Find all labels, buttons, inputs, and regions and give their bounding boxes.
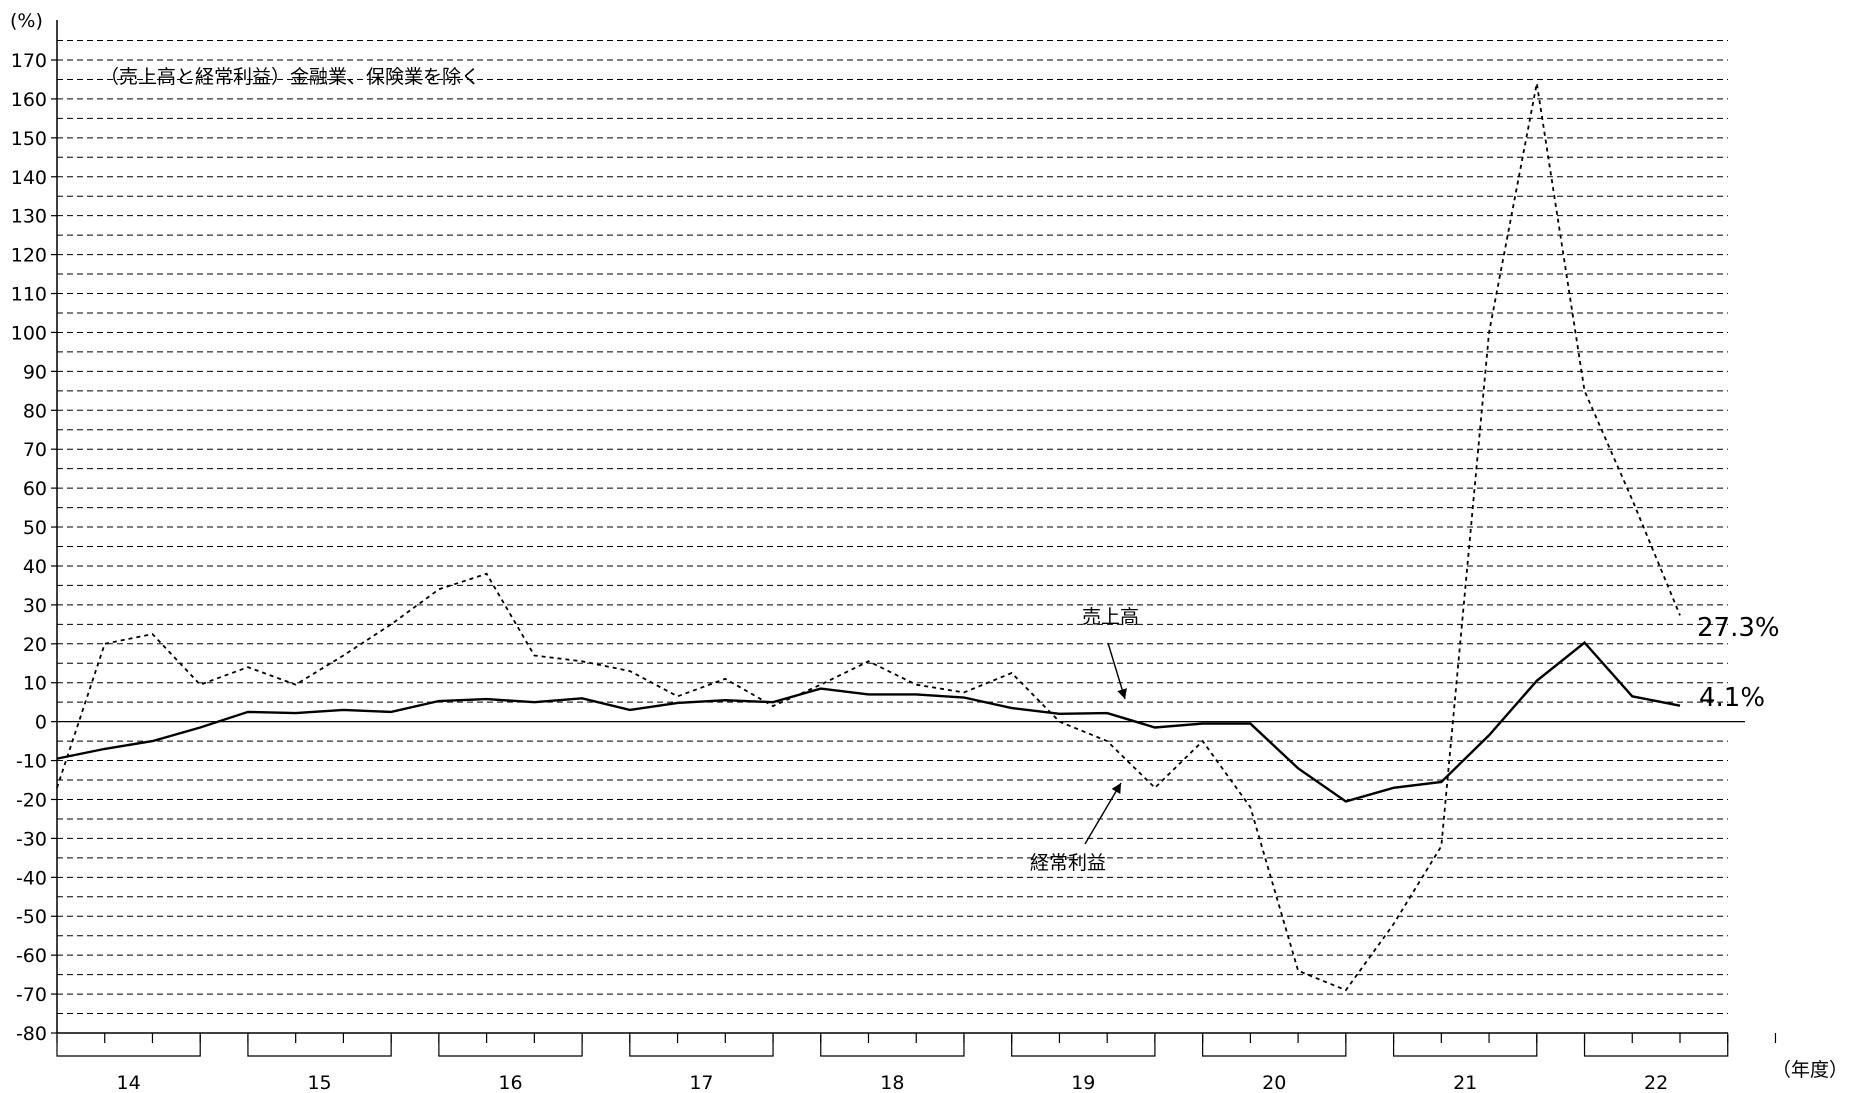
x-tick-label: 18 [880, 1072, 904, 1093]
x-tick-label: 20 [1262, 1072, 1286, 1093]
series-sales-line [56, 640, 1681, 803]
y-tick-label: 140 [11, 167, 47, 189]
y-tick-label: 50 [23, 517, 47, 539]
y-tick-label: -40 [16, 867, 47, 889]
end-label-profit: 27.3% [1697, 613, 1780, 643]
end-label-sales: 4.1% [1699, 683, 1765, 713]
y-tick-label: -80 [16, 1023, 47, 1045]
year-bracket [1011, 1035, 1156, 1057]
y-tick-labels: 1701601501401301201101009080706050403020… [11, 50, 47, 1045]
y-tick-label: 40 [23, 556, 47, 578]
y-tick-label: 80 [23, 400, 47, 422]
x-tick-label: 17 [689, 1072, 713, 1093]
year-bracket [56, 1035, 201, 1057]
y-tick-label: 120 [11, 245, 47, 267]
chart-subtitle: （売上高と経常利益）金融業、保険業を除く [100, 66, 480, 88]
annotation-sales-label: 売上高 [1082, 606, 1139, 628]
annotations: 売上高 経常利益 27.3% 4.1% [1030, 606, 1780, 874]
year-bracket [247, 1035, 392, 1057]
y-tick-label: 30 [23, 595, 47, 617]
year-bracket [629, 1035, 774, 1057]
y-tick-label: -50 [16, 906, 47, 928]
x-tick-label: 15 [307, 1072, 331, 1093]
y-tick-label: 10 [23, 673, 47, 695]
x-tick-labels: 14 15 16 17 18 19 20 21 22 [117, 1072, 1669, 1093]
x-tick-label: 19 [1071, 1072, 1095, 1093]
year-bracket [1392, 1035, 1538, 1057]
annotation-sales-arrow [1107, 642, 1127, 700]
y-tick-label: 60 [23, 478, 47, 500]
y-tick-label: 70 [23, 439, 47, 461]
y-tick-label: 110 [11, 284, 47, 306]
y-tick-label: -10 [16, 751, 47, 773]
year-bracket [438, 1035, 583, 1057]
y-tick-label: 0 [35, 712, 47, 734]
year-bracket [1202, 1035, 1347, 1057]
y-tick-label: 20 [23, 634, 47, 656]
y-tick-label: 150 [11, 128, 47, 150]
y-tick-label: 100 [11, 322, 47, 344]
y-tick-label: -70 [16, 984, 47, 1006]
y-tick-label: 130 [11, 206, 47, 228]
y-tick-label: -60 [16, 945, 47, 967]
y-tick-label: -20 [16, 789, 47, 811]
grid-lines [57, 40, 1728, 1015]
axes [51, 20, 1777, 1057]
y-tick-label: 170 [11, 50, 47, 72]
year-bracket [1583, 1035, 1729, 1057]
series-profit-line [56, 83, 1681, 992]
year-bracket [820, 1035, 965, 1057]
y-tick-label: -30 [16, 828, 47, 850]
annotation-profit-arrow [1084, 782, 1122, 845]
y-axis-label: (%) [10, 10, 43, 32]
x-tick-label: 22 [1644, 1072, 1668, 1093]
x-tick-label: 16 [498, 1072, 522, 1093]
series-lines [56, 83, 1681, 992]
y-tick-label: 160 [11, 89, 47, 111]
annotation-profit-label: 経常利益 [1030, 852, 1106, 874]
x-tick-label: 21 [1453, 1072, 1477, 1093]
x-axis-label: （年度） [1772, 1059, 1848, 1081]
y-tick-label: 90 [23, 361, 47, 383]
x-tick-label: 14 [117, 1072, 141, 1093]
